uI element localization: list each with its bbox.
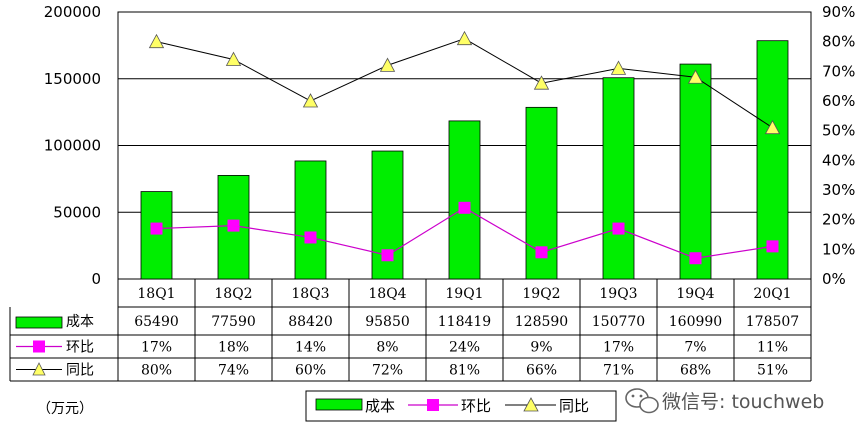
legend-label-yoy: 同比	[559, 397, 589, 415]
marker-qoq	[689, 252, 702, 265]
table-cell: 77590	[211, 314, 256, 330]
category-label: 20Q1	[753, 286, 791, 302]
table-cell: 118419	[438, 314, 491, 330]
table-cell: 14%	[295, 340, 326, 356]
bar-cost	[525, 106, 558, 280]
marker-yoy	[764, 119, 781, 135]
marker-yoy	[148, 33, 165, 49]
table-cell: 178507	[746, 314, 799, 330]
marker-yoy	[379, 57, 396, 72]
table-cell: 9%	[530, 340, 552, 356]
table-row-name: 环比	[66, 340, 94, 356]
table-cell: 11%	[757, 340, 788, 356]
table-row-name: 同比	[66, 363, 94, 379]
legend: 成本 环比 同比	[305, 390, 617, 422]
watermark-text: 微信号: touchweb	[662, 391, 824, 413]
table-cell: 65490	[134, 314, 179, 330]
right-tick-label: 40%	[822, 151, 855, 169]
bar-cost	[679, 63, 712, 280]
right-axis: 0% 10% 20% 30% 40% 50% 60% 70% 80% 90%	[822, 3, 855, 288]
category-label: 19Q1	[445, 286, 483, 302]
right-tick-label: 20%	[822, 211, 855, 229]
left-tick-label: 100000	[44, 137, 101, 155]
left-tick-label: 150000	[44, 70, 101, 88]
right-tick-label: 80%	[822, 33, 855, 51]
marker-qoq	[535, 246, 548, 259]
table-key-qoq-marker	[33, 340, 45, 353]
table-key-yoy-marker	[32, 362, 46, 376]
marker-qoq	[381, 249, 394, 262]
marker-yoy	[533, 75, 550, 90]
table-cell: 17%	[603, 340, 634, 356]
table-cell: 17%	[141, 340, 172, 356]
right-tick-label: 70%	[822, 62, 855, 80]
table-cell: 74%	[218, 363, 249, 379]
data-table: 18Q1 18Q2 18Q3 18Q4 19Q1 19Q2 19Q3 19Q4 20Q1 6549…	[9, 279, 812, 382]
marker-yoy	[302, 93, 319, 108]
marker-qoq	[458, 201, 471, 214]
marker-qoq	[304, 231, 317, 244]
table-key-cost	[15, 316, 63, 329]
right-tick-label: 60%	[822, 92, 855, 110]
unit-label: （万元）	[37, 401, 93, 417]
table-cell: 18%	[218, 340, 249, 356]
marker-yoy	[610, 60, 627, 75]
marker-yoy	[687, 69, 704, 84]
category-label: 18Q4	[368, 286, 406, 302]
right-tick-label: 90%	[822, 3, 855, 21]
marker-yoy	[225, 51, 242, 66]
table-cell: 88420	[288, 314, 333, 330]
wechat-icon	[625, 388, 659, 414]
table-cell: 128590	[515, 314, 568, 330]
left-tick-label: 200000	[44, 3, 101, 21]
bar-cost	[448, 120, 481, 280]
watermark: 微信号: touchweb	[625, 388, 824, 414]
table-cell: 95850	[365, 314, 410, 330]
table-cell: 66%	[526, 363, 557, 379]
table-cell: 51%	[757, 363, 788, 379]
table-cell: 71%	[603, 363, 634, 379]
bar-cost	[140, 191, 173, 280]
marker-qoq	[227, 219, 240, 232]
left-tick-label: 0	[91, 270, 101, 288]
table-cell: 68%	[680, 363, 711, 379]
bar-cost	[756, 40, 789, 280]
table-row-name: 成本	[66, 314, 94, 330]
table-cell: 81%	[449, 363, 480, 379]
table-cell: 60%	[295, 363, 326, 379]
category-label: 18Q2	[214, 286, 252, 302]
legend-label-cost: 成本	[365, 397, 395, 415]
legend-swatch-cost	[315, 398, 363, 411]
category-label: 19Q4	[676, 286, 714, 302]
marker-qoq	[766, 240, 779, 253]
marker-qoq	[150, 222, 163, 235]
category-label: 18Q3	[291, 286, 329, 302]
right-tick-label: 30%	[822, 181, 855, 199]
left-tick-label: 50000	[53, 203, 101, 221]
legend-marker-yoy	[523, 397, 539, 412]
table-cell: 80%	[141, 363, 172, 379]
right-tick-label: 0%	[822, 270, 846, 288]
category-label: 19Q3	[599, 286, 637, 302]
left-axis: 0 50000 100000 150000 200000	[44, 3, 101, 288]
right-tick-label: 10%	[822, 240, 855, 258]
legend-marker-qoq	[427, 399, 439, 411]
right-tick-label: 50%	[822, 122, 855, 140]
table-cell: 150770	[592, 314, 645, 330]
table-cell: 7%	[684, 340, 706, 356]
line-series	[148, 30, 781, 265]
table-cell: 24%	[449, 340, 480, 356]
category-label: 18Q1	[137, 286, 175, 302]
marker-qoq	[612, 222, 625, 235]
table-cell: 160990	[669, 314, 722, 330]
table-cell: 72%	[372, 363, 403, 379]
category-label: 19Q2	[522, 286, 560, 302]
bar-cost	[602, 77, 635, 280]
marker-yoy	[456, 30, 473, 46]
table-cell: 8%	[376, 340, 398, 356]
bar-cost	[294, 160, 327, 280]
legend-label-qoq: 环比	[461, 397, 491, 415]
